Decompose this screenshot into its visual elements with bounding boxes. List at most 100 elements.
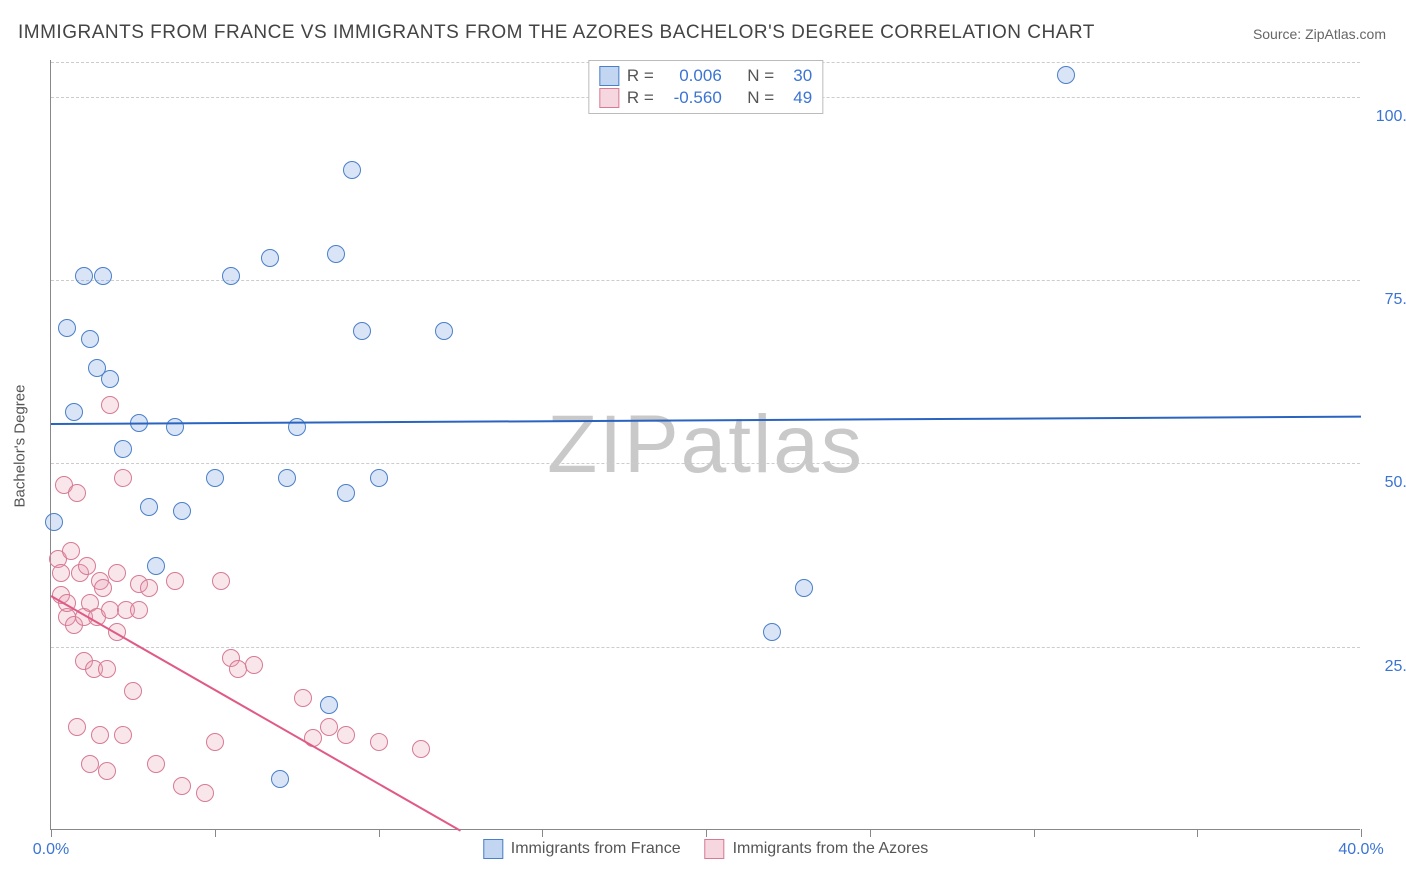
data-point (62, 542, 80, 560)
data-point (130, 601, 148, 619)
data-point (75, 267, 93, 285)
data-point (81, 330, 99, 348)
data-point (337, 484, 355, 502)
data-point (108, 564, 126, 582)
data-point (114, 469, 132, 487)
stats-legend-box: R = 0.006 N = 30 R = -0.560 N = 49 (588, 60, 823, 114)
data-point (294, 689, 312, 707)
stats-row: R = 0.006 N = 30 (599, 65, 812, 87)
data-point (343, 161, 361, 179)
data-point (98, 762, 116, 780)
data-point (222, 267, 240, 285)
x-tick (706, 829, 707, 837)
stat-r-value: -0.560 (662, 88, 722, 108)
data-point (261, 249, 279, 267)
data-point (795, 579, 813, 597)
chart-title: IMMIGRANTS FROM FRANCE VS IMMIGRANTS FRO… (18, 22, 1095, 44)
data-point (65, 403, 83, 421)
data-point (101, 396, 119, 414)
data-point (288, 418, 306, 436)
data-point (229, 660, 247, 678)
gridline-h (51, 280, 1360, 281)
data-point (212, 572, 230, 590)
data-point (114, 726, 132, 744)
x-tick (215, 829, 216, 837)
x-tick (379, 829, 380, 837)
data-point (114, 440, 132, 458)
watermark: ZIPatlas (547, 398, 864, 492)
data-point (124, 682, 142, 700)
data-point (206, 469, 224, 487)
data-point (147, 755, 165, 773)
data-point (435, 322, 453, 340)
data-point (166, 418, 184, 436)
x-tick (1034, 829, 1035, 837)
legend-item: Immigrants from France (483, 839, 681, 859)
x-tick (870, 829, 871, 837)
data-point (196, 784, 214, 802)
data-point (147, 557, 165, 575)
y-tick-label: 100.0% (1370, 108, 1406, 126)
x-tick (1361, 829, 1362, 837)
data-point (101, 370, 119, 388)
data-point (173, 777, 191, 795)
x-tick (542, 829, 543, 837)
data-point (337, 726, 355, 744)
data-point (94, 267, 112, 285)
x-tick (1197, 829, 1198, 837)
data-point (173, 502, 191, 520)
x-tick (51, 829, 52, 837)
legend-label: Immigrants from France (511, 840, 681, 858)
data-point (245, 656, 263, 674)
source-label: Source: ZipAtlas.com (1253, 26, 1386, 42)
data-point (68, 718, 86, 736)
data-point (763, 623, 781, 641)
y-tick-label: 75.0% (1370, 291, 1406, 309)
gridline-h (51, 647, 1360, 648)
y-tick-label: 50.0% (1370, 474, 1406, 492)
data-point (94, 579, 112, 597)
data-point (1057, 66, 1075, 84)
data-point (68, 484, 86, 502)
data-point (140, 579, 158, 597)
legend-swatch (599, 88, 619, 108)
data-point (370, 469, 388, 487)
y-axis-label: Bachelor's Degree (12, 385, 29, 508)
trend-line (51, 595, 461, 831)
legend-item: Immigrants from the Azores (705, 839, 929, 859)
data-point (320, 696, 338, 714)
data-point (58, 319, 76, 337)
stat-r-label: R = (627, 88, 654, 108)
data-point (140, 498, 158, 516)
plot-area: ZIPatlas 25.0%50.0%75.0%100.0%0.0%40.0% … (50, 60, 1360, 830)
stat-n-value: 49 (782, 88, 812, 108)
x-tick-label: 40.0% (1338, 841, 1383, 859)
data-point (78, 557, 96, 575)
legend-swatch (705, 839, 725, 859)
legend-swatch (483, 839, 503, 859)
data-point (353, 322, 371, 340)
data-point (320, 718, 338, 736)
stat-n-label: N = (747, 66, 774, 86)
data-point (98, 660, 116, 678)
data-point (271, 770, 289, 788)
data-point (327, 245, 345, 263)
data-point (412, 740, 430, 758)
data-point (206, 733, 224, 751)
gridline-h (51, 463, 1360, 464)
data-point (370, 733, 388, 751)
stats-row: R = -0.560 N = 49 (599, 87, 812, 109)
stat-r-label: R = (627, 66, 654, 86)
stat-r-value: 0.006 (662, 66, 722, 86)
stat-n-value: 30 (782, 66, 812, 86)
x-tick-label: 0.0% (33, 841, 69, 859)
bottom-legend: Immigrants from France Immigrants from th… (483, 839, 928, 859)
legend-swatch (599, 66, 619, 86)
legend-label: Immigrants from the Azores (733, 840, 929, 858)
data-point (45, 513, 63, 531)
data-point (52, 564, 70, 582)
data-point (91, 726, 109, 744)
data-point (278, 469, 296, 487)
data-point (101, 601, 119, 619)
stat-n-label: N = (747, 88, 774, 108)
